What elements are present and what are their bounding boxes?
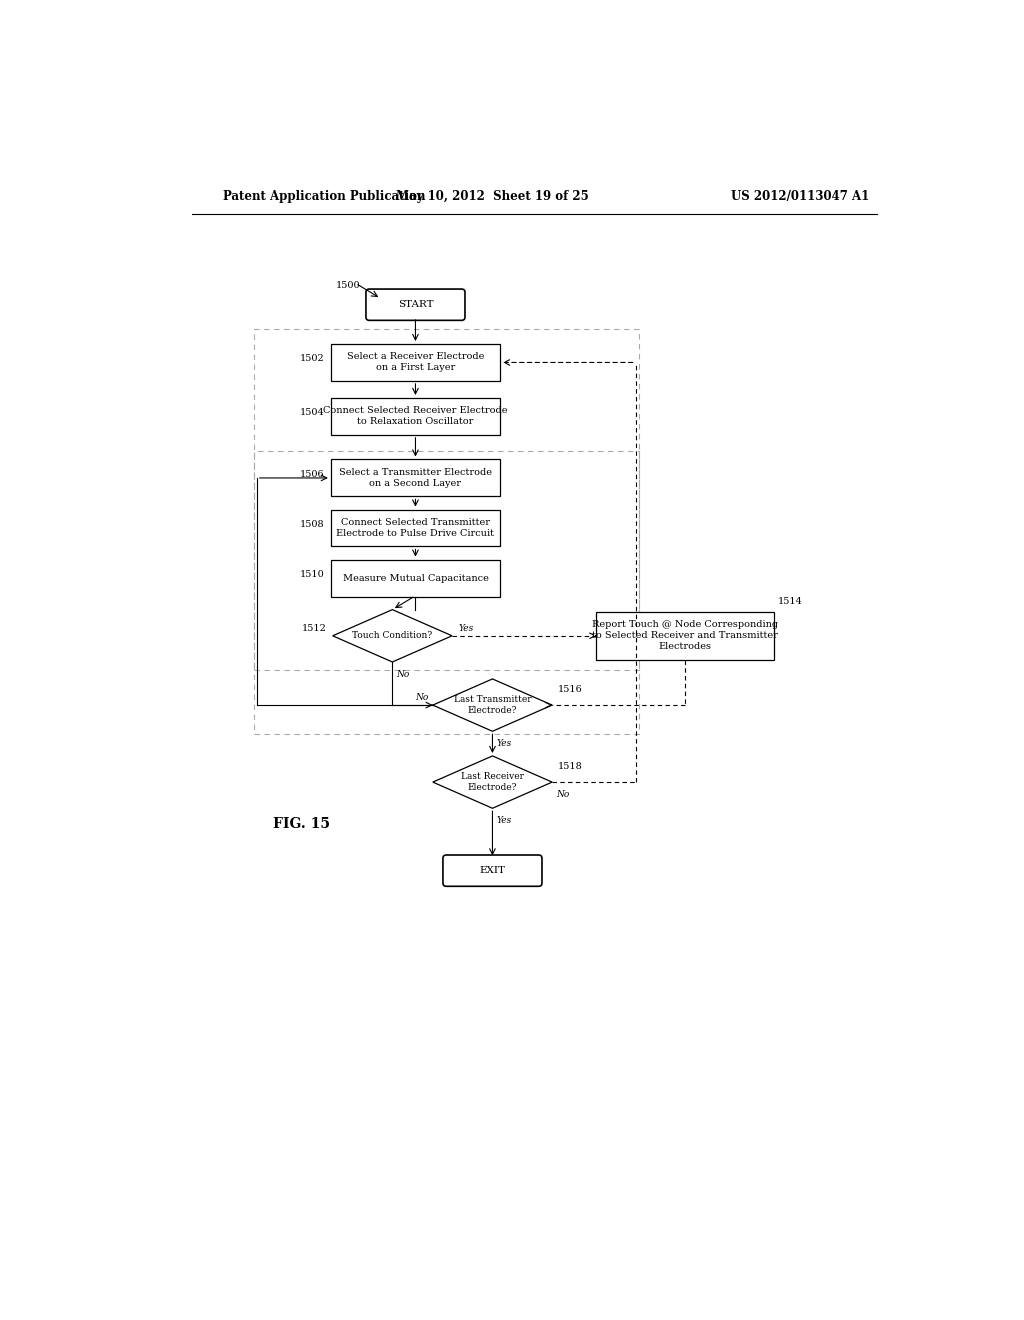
Text: Touch Condition?: Touch Condition? — [352, 631, 432, 640]
Text: Connect Selected Transmitter
Electrode to Pulse Drive Circuit: Connect Selected Transmitter Electrode t… — [337, 517, 495, 539]
Text: 1502: 1502 — [300, 354, 325, 363]
Polygon shape — [433, 678, 552, 731]
Bar — [331, 345, 500, 381]
Bar — [331, 510, 500, 546]
Text: Last Transmitter
Electrode?: Last Transmitter Electrode? — [454, 696, 531, 715]
Text: Yes: Yes — [497, 739, 512, 748]
FancyBboxPatch shape — [443, 855, 542, 886]
Text: FIG. 15: FIG. 15 — [273, 817, 330, 832]
Polygon shape — [333, 610, 452, 663]
Text: 1510: 1510 — [300, 570, 325, 578]
Text: Report Touch @ Node Corresponding
to Selected Receiver and Transmitter
Electrode: Report Touch @ Node Corresponding to Sel… — [592, 620, 778, 651]
Text: EXIT: EXIT — [479, 866, 506, 875]
Text: Select a Transmitter Electrode
on a Second Layer: Select a Transmitter Electrode on a Seco… — [339, 467, 492, 488]
Bar — [596, 612, 773, 660]
Bar — [254, 451, 639, 671]
Text: Last Receiver
Electrode?: Last Receiver Electrode? — [461, 772, 524, 792]
Text: May 10, 2012  Sheet 19 of 25: May 10, 2012 Sheet 19 of 25 — [396, 190, 589, 203]
Text: 1512: 1512 — [302, 623, 327, 632]
Text: 1500: 1500 — [336, 281, 360, 290]
Text: Measure Mutual Capacitance: Measure Mutual Capacitance — [342, 574, 488, 582]
Text: 1516: 1516 — [558, 685, 583, 694]
Text: Connect Selected Receiver Electrode
to Relaxation Oscillator: Connect Selected Receiver Electrode to R… — [324, 407, 508, 426]
Text: 1508: 1508 — [300, 520, 325, 528]
Bar — [254, 330, 639, 734]
Text: 1506: 1506 — [300, 470, 325, 479]
Bar — [331, 397, 500, 434]
Polygon shape — [433, 756, 552, 808]
FancyBboxPatch shape — [366, 289, 465, 321]
Bar — [331, 459, 500, 496]
Text: Yes: Yes — [459, 623, 473, 632]
Text: No: No — [416, 693, 429, 702]
Text: US 2012/0113047 A1: US 2012/0113047 A1 — [731, 190, 869, 203]
Text: 1504: 1504 — [300, 408, 325, 417]
Bar — [331, 560, 500, 597]
Text: No: No — [396, 669, 410, 678]
Text: 1518: 1518 — [558, 762, 583, 771]
Text: START: START — [397, 300, 433, 309]
Text: Yes: Yes — [497, 816, 512, 825]
Text: Patent Application Publication: Patent Application Publication — [223, 190, 425, 203]
Text: No: No — [556, 789, 569, 799]
Text: 1514: 1514 — [777, 597, 802, 606]
Text: Select a Receiver Electrode
on a First Layer: Select a Receiver Electrode on a First L… — [347, 352, 484, 372]
